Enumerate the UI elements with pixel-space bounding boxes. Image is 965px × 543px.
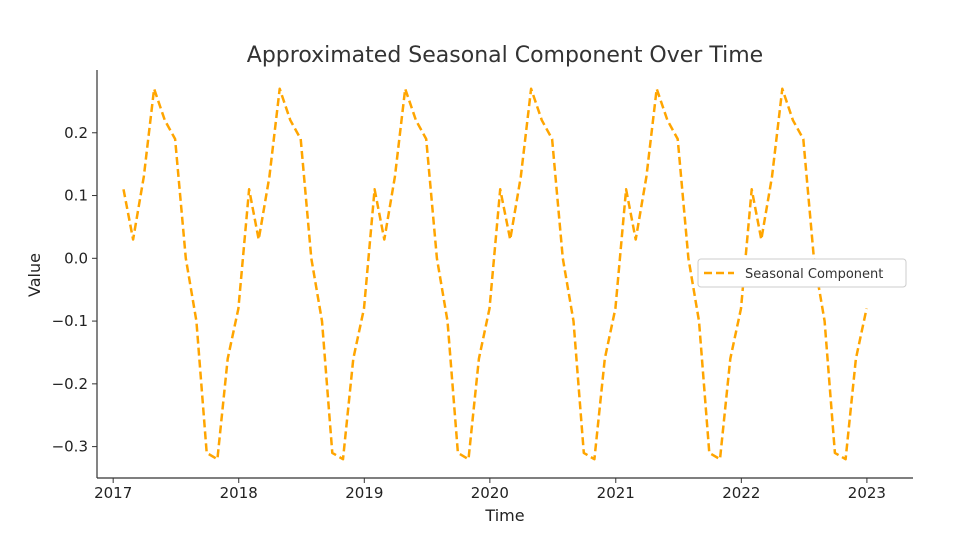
x-tick-label: 2019	[345, 484, 383, 502]
y-tick-label: 0.1	[64, 187, 88, 205]
axes: 0.2 0.1 0.0 −0.1 −0.2 −0.3 2017 2018 2019 2020 202…	[52, 70, 913, 502]
legend-label: Seasonal Component	[745, 267, 883, 282]
y-tick-label: 0.0	[64, 249, 88, 267]
y-tick-label: −0.3	[52, 438, 88, 456]
x-tick-label: 2023	[848, 484, 886, 502]
x-tick-label: 2018	[220, 484, 258, 502]
chart-title: Approximated Seasonal Component Over Tim…	[247, 43, 763, 68]
x-tick-label: 2021	[597, 484, 635, 502]
x-tick-label: 2022	[722, 484, 760, 502]
legend: Seasonal Component	[697, 258, 907, 288]
x-axis-title: Time	[484, 506, 524, 525]
series-group	[122, 87, 868, 461]
y-axis-title: Value	[25, 253, 44, 297]
series-line-0	[122, 87, 868, 461]
legend-box	[697, 258, 907, 288]
x-tick-label: 2020	[471, 484, 509, 502]
y-tick-label: −0.2	[52, 375, 88, 393]
y-tick-label: 0.2	[64, 124, 88, 142]
x-tick-label: 2017	[94, 484, 132, 502]
y-tick-label: −0.1	[52, 312, 88, 330]
